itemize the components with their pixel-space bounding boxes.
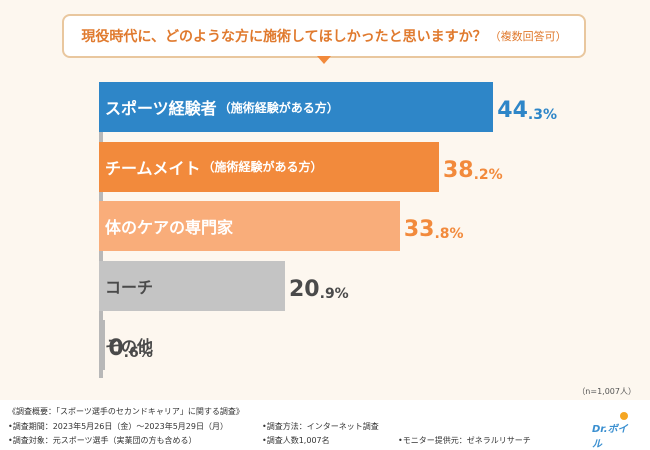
bar-0 xyxy=(99,82,494,132)
category-label: チームメイト xyxy=(105,158,201,178)
brand-logo: Dr.ボイル xyxy=(592,408,632,450)
bar-label-3: コーチ xyxy=(99,261,153,311)
logo-dot-icon xyxy=(620,412,628,420)
category-label: コーチ xyxy=(105,277,154,297)
value-label-0: 44.3% xyxy=(497,98,557,123)
bar-3 xyxy=(99,260,285,311)
sample-size-note: （n=1,007人） xyxy=(577,387,636,396)
chart-title: 現役時代に、どのような方に施術してほしかったと思いますか？ xyxy=(81,29,487,45)
category-label: 体のケアの専門家 xyxy=(105,218,234,237)
category-sublabel: （施術経験がある方） xyxy=(218,100,339,115)
chart-title-box: 現役時代に、どのような方に施術してほしかったと思いますか？ （複数回答可） xyxy=(62,14,586,64)
survey-period: •調査期間：2023年5月26日（金）〜2023年5月29日（月） xyxy=(8,422,228,431)
value-label-3: 20.9% xyxy=(289,276,349,302)
bar-label-0: スポーツ経験者 （施術経験がある方） xyxy=(99,82,339,132)
survey-method: •調査方法：インターネット調査 xyxy=(262,422,379,431)
category-label: スポーツ経験者 xyxy=(105,99,217,118)
survey-target: •調査対象：元スポーツ選手（実業団の方も含める） xyxy=(8,436,197,445)
category-sublabel: （施術経験がある方） xyxy=(202,160,323,174)
survey-name: 《調査概要：「スポーツ選手のセカンドキャリア」に関する調査》 xyxy=(8,407,244,416)
survey-footer: 《調査概要：「スポーツ選手のセカンドキャリア」に関する調査》 •調査期間：202… xyxy=(0,400,650,450)
bar-1 xyxy=(99,141,439,192)
bar-label-1: チームメイト （施術経験がある方） xyxy=(99,142,323,192)
survey-monitor: •モニター提供元：ゼネラルリサーチ xyxy=(398,436,531,445)
value-label-2: 33.8% xyxy=(403,217,464,242)
chart-subtitle: （複数回答可） xyxy=(489,30,567,43)
bar-4 xyxy=(99,320,105,370)
bar-chart: スポーツ経験者 （施術経験がある方） 44.3% チームメイト （施術経験がある方） 38… xyxy=(99,82,557,378)
logo-text: Dr.ボイル xyxy=(592,424,628,450)
category-label: その他 xyxy=(105,337,154,356)
bar-label-2: 体のケアの専門家 xyxy=(99,201,233,251)
value-label-1: 38.2% xyxy=(442,157,503,183)
bar-2 xyxy=(99,201,400,251)
survey-count: •調査人数1,007名 xyxy=(262,436,330,445)
value-label-4: 0.6% xyxy=(108,336,153,361)
bar-label-4: その他 xyxy=(99,320,153,370)
